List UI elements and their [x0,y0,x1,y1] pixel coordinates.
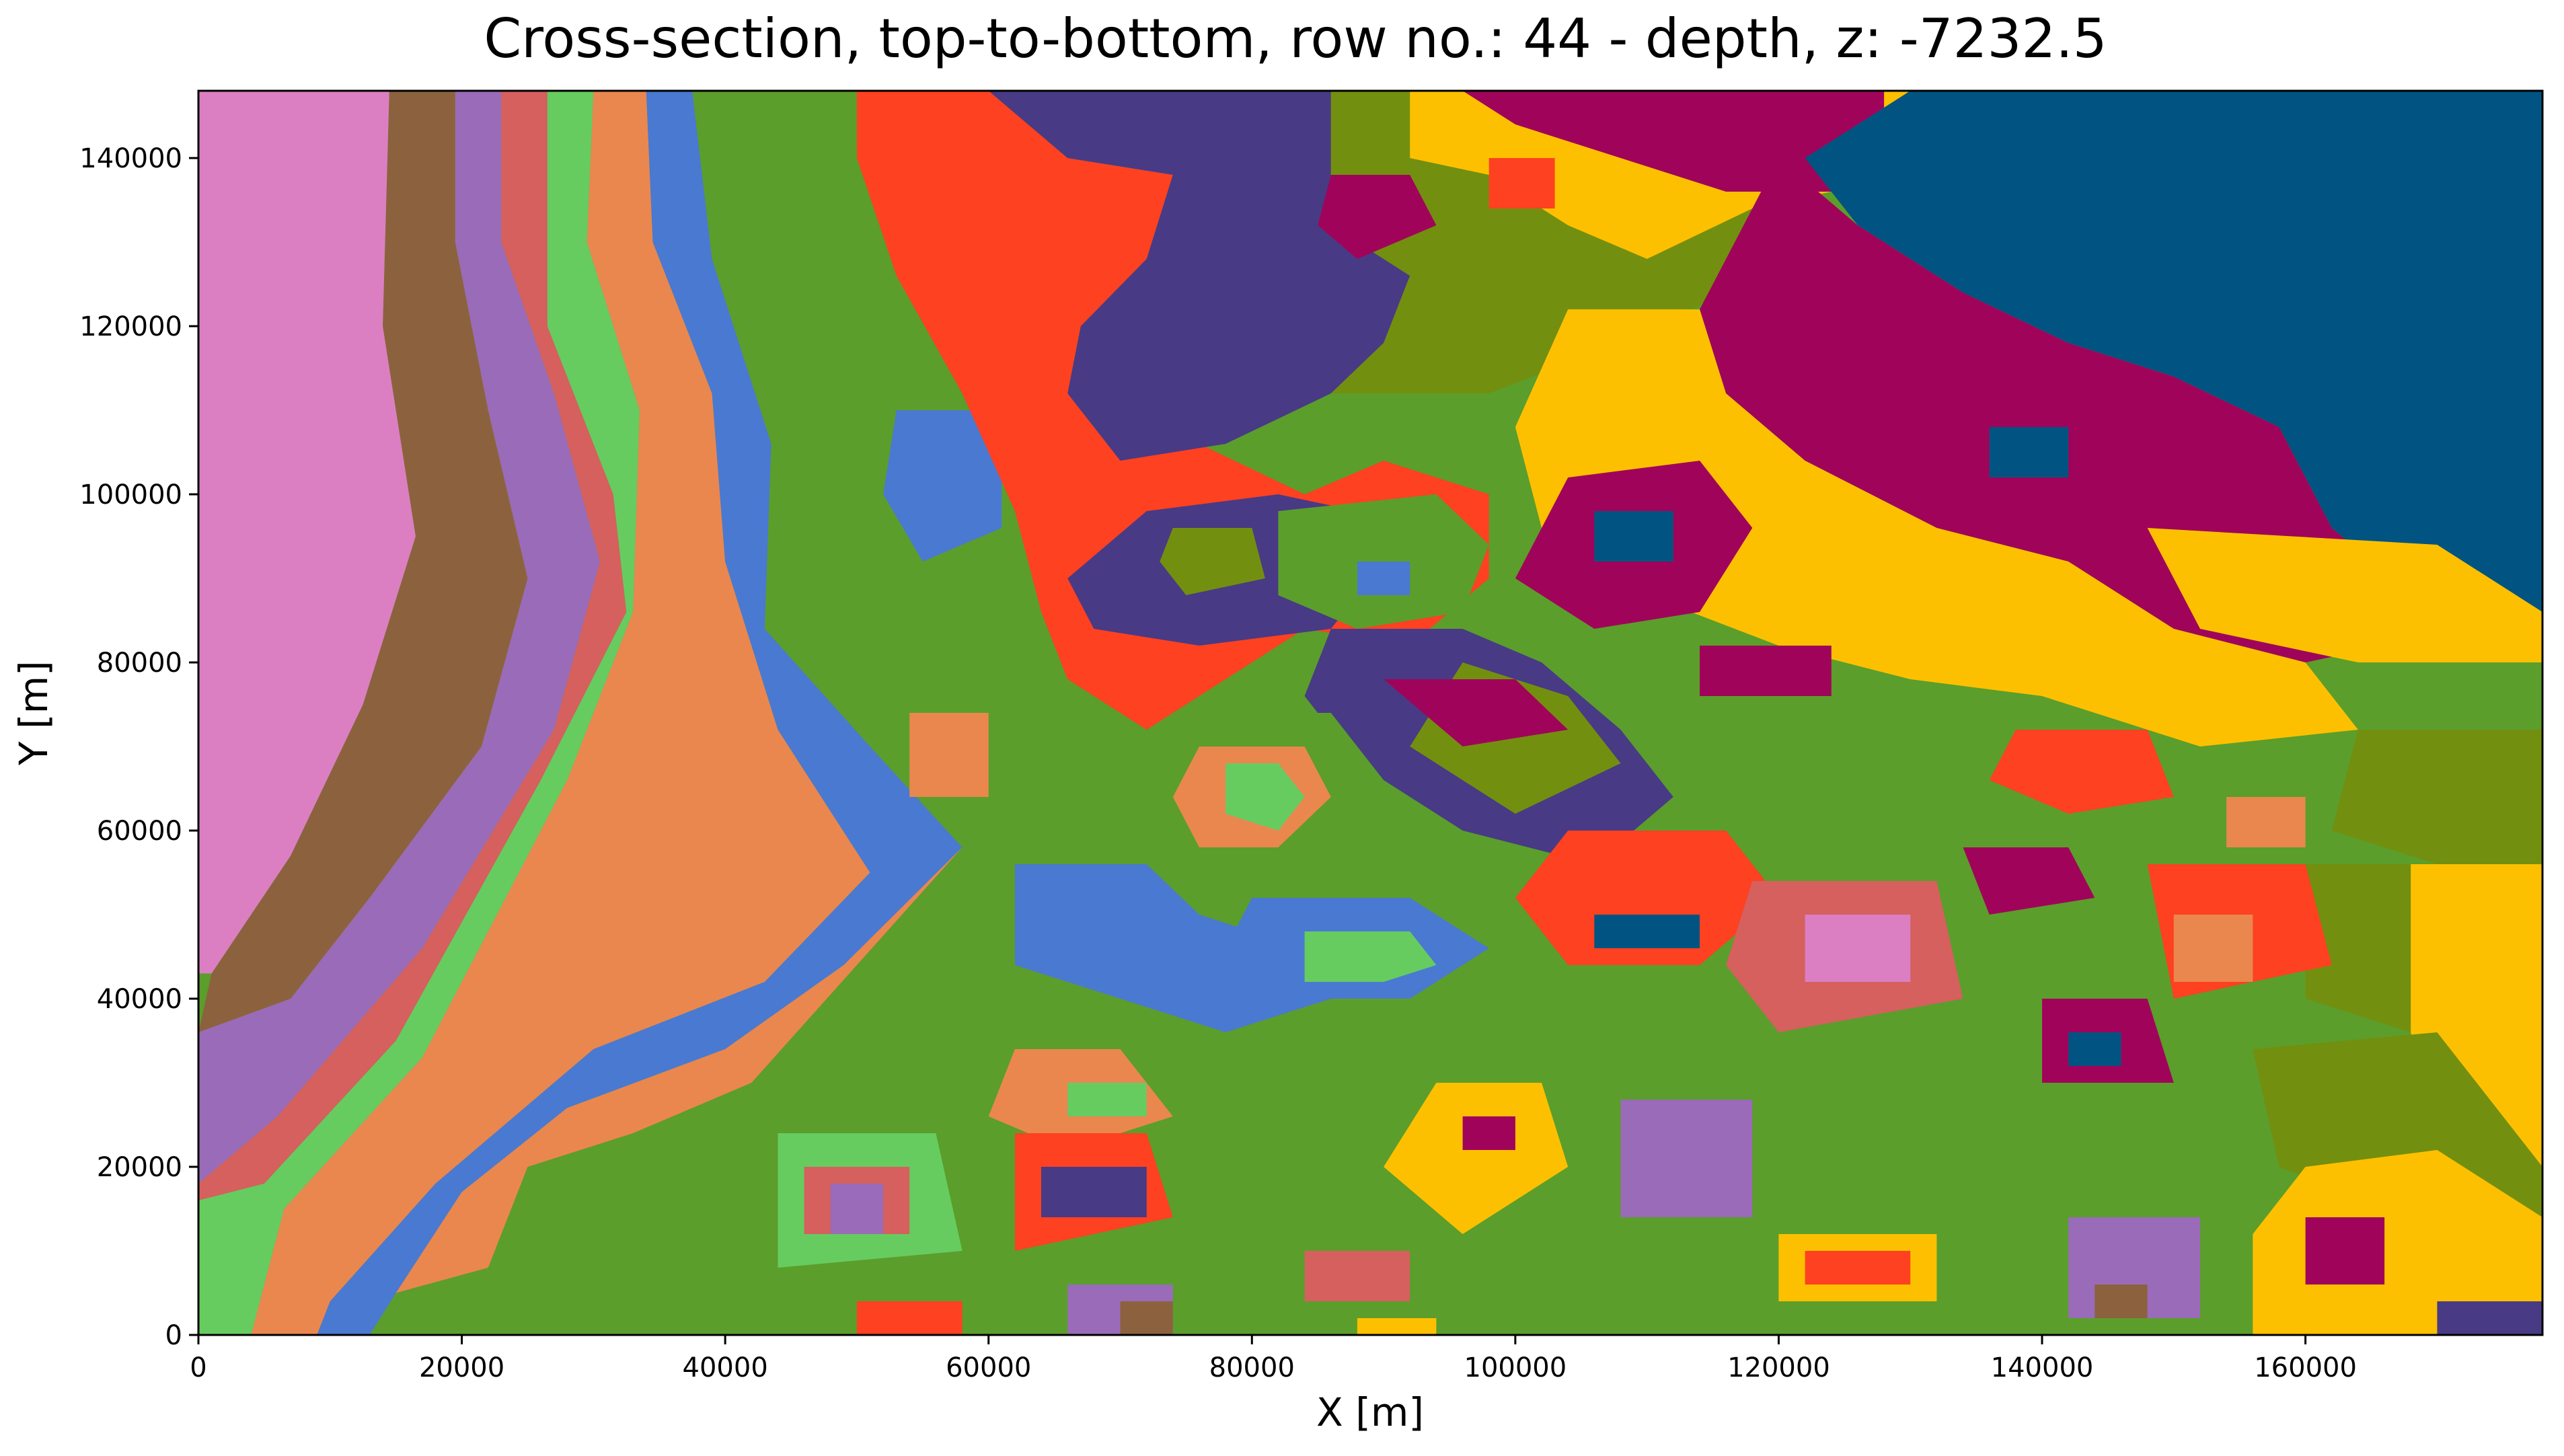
chart-title: Cross-section, top-to-bottom, row no.: 4… [484,7,2107,70]
heatmap-region-67 [2226,797,2306,847]
x-tick-label-5: 100000 [1464,1352,1567,1383]
heatmap-region-39 [2437,1301,2542,1335]
heatmap-region-60 [1620,1100,1753,1217]
x-tick-label-7: 140000 [1991,1352,2094,1383]
heatmap-region-24 [1515,309,2358,746]
heatmap-region-22 [1805,91,2542,612]
heatmap-region-20 [1318,175,1437,259]
heatmap-region-62 [1989,730,2174,814]
heatmap-region-38 [2305,1217,2385,1285]
y-axis-label: Y [m] [11,660,56,766]
x-axis: 0 20000 40000 60000 80000 100000 120000 140000 1… [190,1335,2357,1383]
x-axis-label: X [m] [1316,1389,1424,1435]
heatmap-region-1 [198,91,528,1032]
heatmap-region-6 [317,91,963,1335]
heatmap-region-2 [198,91,601,1184]
heatmap-region-4 [198,91,640,1335]
y-axis: 0 20000 40000 60000 80000 100000 120000 140000 [79,143,198,1351]
heatmap-layer [198,91,2542,1335]
heatmap-region-76 [856,1301,963,1335]
heatmap-region-54 [1384,1083,1569,1234]
heatmap-region-55 [1462,1116,1515,1150]
heatmap-region-25 [1989,427,2069,477]
heatmap-region-31 [1384,679,1569,746]
heatmap-region-10 [909,713,989,797]
heatmap-region-64 [2068,1032,2121,1066]
x-tick-label-1: 20000 [419,1352,504,1383]
plot-frame [197,89,2544,1336]
heatmap-region-5 [251,91,870,1335]
heatmap-region-32 [2331,730,2542,864]
heatmap-region-8 [692,91,1068,864]
heatmap-region-14 [1160,528,1265,595]
heatmap-region-28 [1700,646,1832,696]
heatmap-region-74 [1357,1318,1437,1335]
y-tick-label-4: 80000 [97,648,182,679]
heatmap-region-49 [1041,1167,1147,1217]
heatmap-region-61 [1963,847,2095,915]
heatmap-region-73 [1120,1301,1173,1335]
heatmap-region-21 [1488,158,1555,208]
heatmap-region-3 [198,91,627,1200]
heatmap-region-71 [1805,1251,1911,1285]
x-tick-label-6: 120000 [1727,1352,1830,1383]
x-tick-label-4: 80000 [1209,1352,1295,1383]
y-tick-label-0: 0 [165,1320,182,1351]
heatmap-region-27 [1594,511,1673,562]
x-tick-label-2: 40000 [683,1352,768,1383]
heatmap-region-12 [988,91,1410,461]
heatmap-region-52 [830,1184,884,1234]
heatmap-region-45 [1304,931,1437,982]
heatmap-region-53 [593,1167,699,1251]
y-tick-label-1: 20000 [97,1152,182,1183]
heatmap-region-37 [2253,1150,2542,1335]
heatmap-region-33 [2147,528,2542,662]
y-tick-label-5: 100000 [79,480,182,510]
y-tick-label-3: 60000 [97,816,182,847]
heatmap-region-57 [1594,915,1700,948]
y-tick-label-6: 120000 [79,311,182,342]
heatmap-region-7 [395,847,963,1293]
x-tick-label-0: 0 [190,1352,206,1383]
heatmap-region-59 [1805,915,1911,982]
heatmap-region-9 [883,410,1002,562]
heatmap-region-16 [1357,562,1410,595]
y-tick-label-2: 40000 [97,984,182,1015]
heatmap-region-66 [2173,915,2253,982]
heatmap-region-69 [2095,1285,2148,1318]
x-tick-label-8: 160000 [2254,1352,2357,1383]
heatmap-region-0 [198,91,416,974]
y-tick-label-7: 140000 [79,143,182,174]
heatmap-region-43 [1226,763,1305,831]
heatmap-region-75 [1304,1251,1410,1301]
heatmap-region-40 [1014,864,1331,1032]
heatmap-region-56 [1515,831,1779,965]
x-tick-label-3: 60000 [946,1352,1031,1383]
heatmap-region-47 [1067,1083,1147,1116]
